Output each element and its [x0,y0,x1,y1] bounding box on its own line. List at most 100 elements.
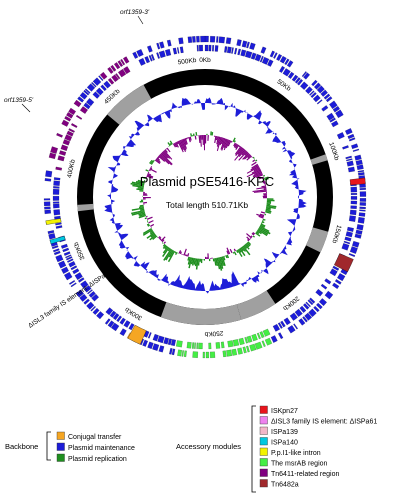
gc-skew-bar [242,152,250,160]
gc-skew-bar [255,231,260,235]
gc-skew-bar [175,142,179,148]
gene-arrow [331,120,339,128]
gene-arrow [111,322,120,332]
gene-arrow [346,160,354,167]
gc-skew-bar [211,257,213,259]
gc-skew-bar [258,228,269,235]
gc-skew-bar [156,236,159,238]
gc-skew-bar [130,182,145,187]
gene-arrow [357,217,365,224]
gc-skew-bar [149,234,157,241]
gc-skew-bar [233,143,238,148]
gene-arrow [86,301,95,310]
gc-skew-bar [162,244,167,249]
gc-skew-bar [175,251,178,255]
gc-skew-bar [137,187,144,190]
gene-arrow [55,166,62,171]
gc-skew-bar [162,150,171,159]
gene-arrow [96,311,104,320]
gc-skew-bar [266,202,272,204]
gene-arrow [254,54,262,62]
gc-skew-bar [156,157,161,161]
gene-arrow [226,46,232,54]
gc-skew-bar [250,164,259,171]
gene-arrow [205,351,209,359]
gc-skew-bar [266,200,272,203]
gc-skew-bar [251,168,261,174]
gene-arrow [355,159,363,166]
gene-arrow [282,68,291,77]
gc-skew-bar [157,156,160,159]
tick-label: 0Kb [199,57,211,64]
gc-skew-bar [266,203,271,206]
gene-arrow [104,318,111,325]
gc-skew-bar [260,211,266,214]
gc-skew-bar [143,194,148,196]
gene-arrow [307,299,314,306]
gc-skew-bar [225,139,231,149]
gc-skew-bar [253,172,263,178]
gc-skew-bar [178,250,182,254]
gc-skew-bar [184,138,188,145]
gc-skew-bar [241,150,247,156]
gc-skew-bar [215,136,218,141]
gc-skew-bar [142,229,153,236]
gene-arrow [337,273,346,282]
gc-skew-bar [264,213,267,216]
gene-arrow [64,116,72,122]
gene-arrow [148,55,153,62]
gene-arrow [237,347,243,355]
gc-skew-bar [223,138,228,148]
gene-arrow [77,96,85,103]
gc-skew-bar [252,156,255,159]
gc-skew-bar [256,213,264,218]
gene-arrow [287,71,295,79]
gc-skew-bar [136,188,144,191]
gene-arrow [158,50,166,58]
gene-arrow [347,226,354,232]
gc-skew-bar [265,211,271,214]
gene-arrow [92,77,102,86]
gc-skew-bar [131,181,145,186]
legend-backbone-title: Backbone [5,442,38,451]
module-block [349,177,366,186]
gene-arrow [236,39,242,47]
gc-skew-bar [220,138,226,150]
legend-bracket [46,431,51,461]
gene-arrow [202,351,205,359]
gc-skew-bar [235,146,243,156]
gene-arrow [79,92,88,100]
gene-arrow [326,112,335,121]
gene-arrow [68,128,75,133]
gc-skew-bar [149,168,157,173]
gene-arrow [91,293,99,302]
gc-skew-bar [200,258,203,264]
gene-arrow [147,45,153,53]
gray-segment [160,302,242,325]
gene-arrow [210,36,216,43]
module-block [334,253,354,273]
gc-skew-bar [264,177,269,181]
gene-arrow [300,81,309,90]
gc-skew-bar [251,156,253,158]
gene-arrow [348,166,355,173]
gene-arrow [359,187,366,191]
gc-skew-bar [194,258,198,267]
gene-arrow [356,164,364,170]
gene-arrow [359,202,366,206]
gene-arrow [299,305,307,313]
gc-skew-bar [150,166,153,168]
gene-arrow [226,349,233,357]
gene-arrow [358,172,365,176]
gene-arrow [53,203,60,209]
gene-arrow [119,317,126,325]
gene-arrow [191,342,195,349]
gene-arrow [251,333,258,342]
legend-label: P.p.I1-like intron [271,450,321,457]
legend-swatch [259,405,268,414]
gc-skew-bar [259,213,265,217]
gene-arrow [269,50,275,58]
legend-label: Conjugal transfer [68,434,122,441]
gene-arrow [246,345,250,353]
gene-arrow [150,54,155,61]
